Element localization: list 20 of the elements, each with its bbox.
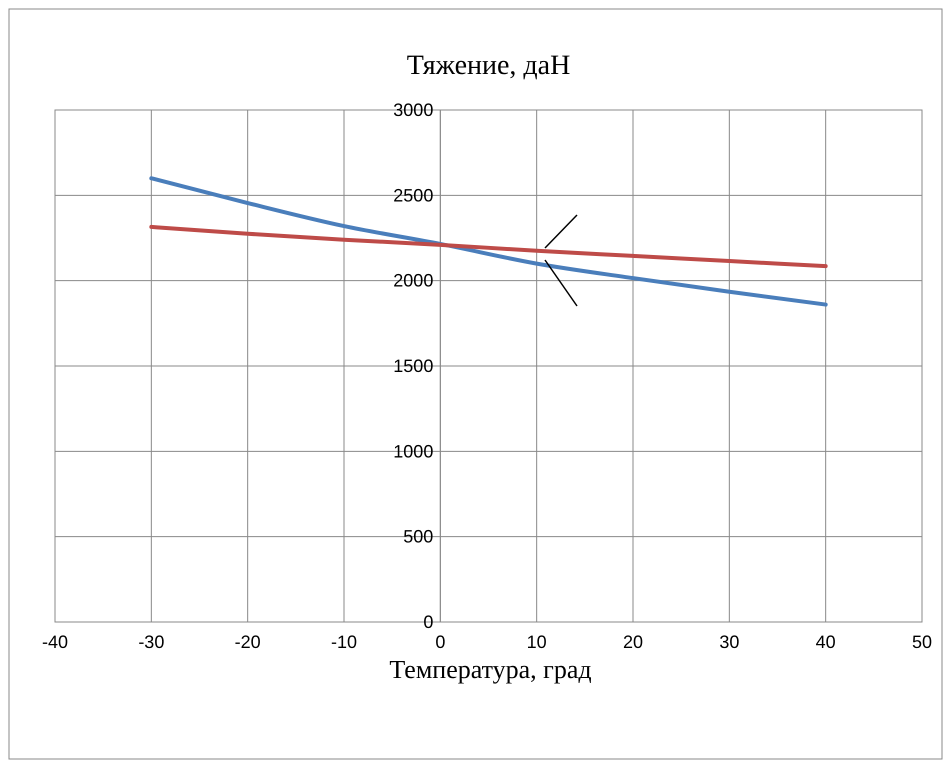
- x-tick-label: 10: [526, 632, 547, 652]
- y-tick-label: 0: [423, 612, 434, 632]
- y-tick-label: 500: [403, 526, 434, 547]
- x-tick-label: -20: [234, 632, 261, 652]
- y-tick-label: 1500: [393, 356, 434, 376]
- x-axis-title: Температура, град: [389, 655, 592, 684]
- x-tick-label: -30: [138, 632, 164, 652]
- y-tick-label: 2000: [393, 270, 434, 291]
- line-series: [149, 176, 828, 307]
- y-tick-label: 3000: [393, 100, 434, 120]
- x-tick-label: -40: [42, 632, 68, 652]
- x-tick-label: 20: [622, 632, 644, 652]
- x-tick-label: 30: [719, 632, 740, 652]
- x-tick-label: 50: [912, 632, 932, 652]
- y-tick-label: 2500: [393, 185, 434, 206]
- y-tick-label: 1000: [393, 441, 434, 462]
- line-series: [149, 224, 828, 268]
- x-tick-label: 40: [816, 632, 836, 652]
- x-tick-label: -10: [330, 632, 358, 652]
- chart-title: Тяжение, даН: [406, 50, 570, 81]
